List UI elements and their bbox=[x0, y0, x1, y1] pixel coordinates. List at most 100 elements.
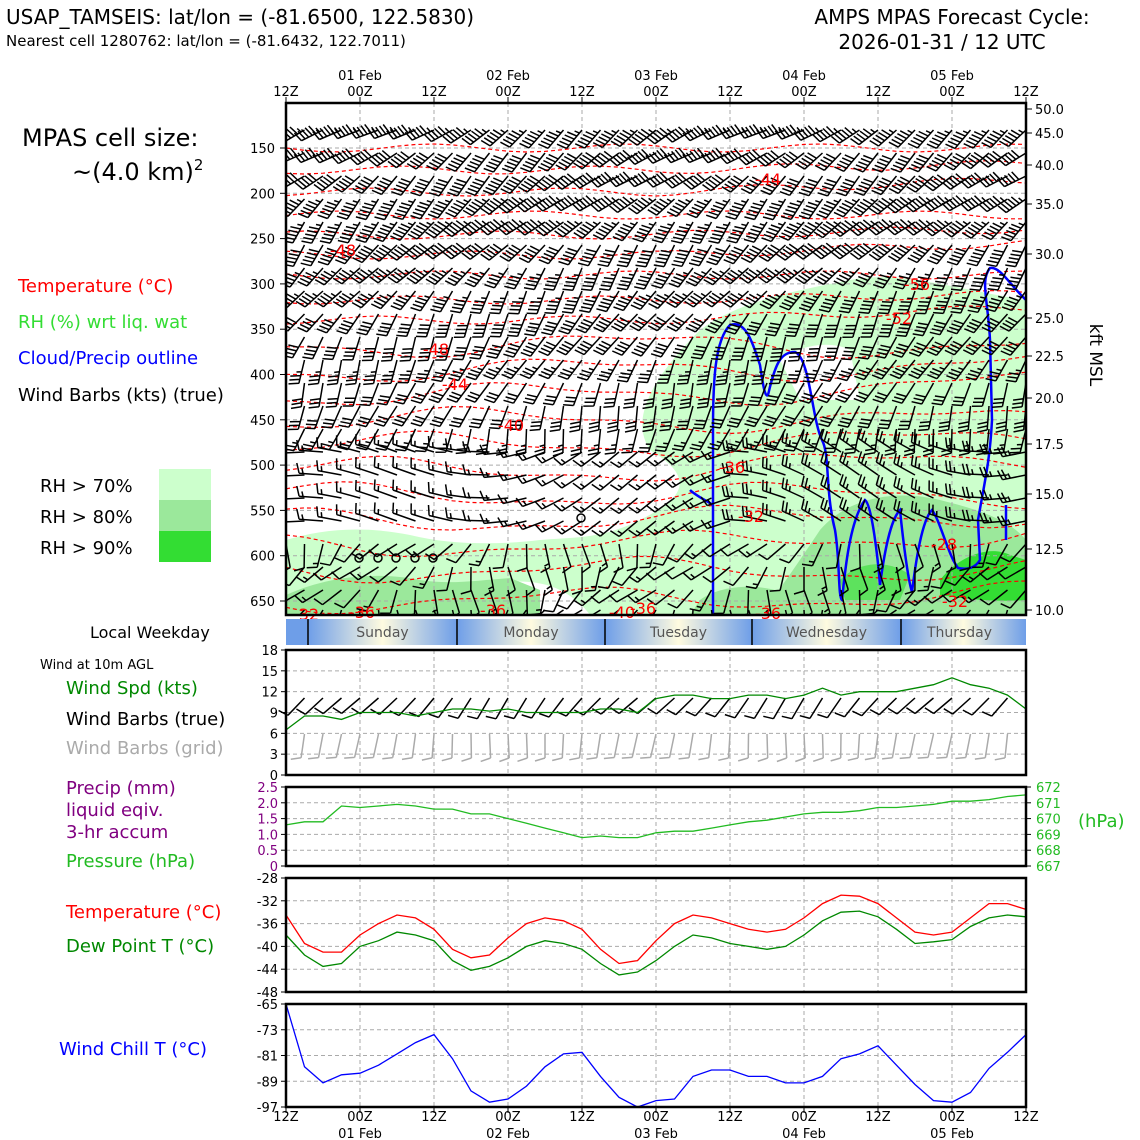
wind-barb bbox=[556, 129, 583, 150]
wind-barb bbox=[390, 290, 417, 311]
panel-y-tick-label: -73 bbox=[257, 1024, 278, 1039]
wind-barb bbox=[572, 520, 601, 537]
wind-barb bbox=[298, 609, 306, 615]
wind-barb bbox=[966, 244, 990, 267]
wind-barb bbox=[686, 198, 713, 219]
wind-barb bbox=[428, 382, 454, 404]
contour-label: -40 bbox=[609, 603, 635, 622]
wind-barb bbox=[332, 267, 361, 285]
wind-barb bbox=[319, 543, 343, 566]
surface-wind-barb bbox=[962, 697, 990, 716]
panel-y-tick-label: 1.0 bbox=[257, 828, 278, 843]
wind-barb bbox=[563, 382, 583, 407]
wind-barb bbox=[325, 382, 343, 408]
surface-grid-wind-barb bbox=[955, 733, 972, 760]
wind-barb bbox=[721, 175, 750, 193]
wind-barb bbox=[322, 336, 343, 361]
panel-y-tick-label: 9 bbox=[270, 707, 278, 722]
wind-barb bbox=[758, 543, 786, 561]
bottom-date-label: 03 Feb bbox=[634, 1127, 678, 1140]
wind-barb bbox=[905, 609, 934, 615]
surface-grid-wind-barb bbox=[994, 733, 1009, 761]
wind-barb bbox=[979, 443, 1008, 455]
bottom-date-label: 05 Feb bbox=[930, 1127, 974, 1140]
wind-barb bbox=[462, 487, 490, 499]
wind-barb bbox=[904, 219, 934, 236]
precip-circle bbox=[410, 553, 420, 563]
panel-frame bbox=[284, 876, 1028, 994]
pressure-right-tick-label: 672 bbox=[1036, 781, 1061, 796]
temperature-contour bbox=[286, 504, 1026, 531]
wind-barb bbox=[316, 483, 342, 499]
wind-barb bbox=[653, 244, 676, 268]
wind-barb bbox=[553, 474, 583, 489]
wind-barb bbox=[335, 244, 361, 265]
wind-barb bbox=[428, 175, 454, 197]
wind-barb bbox=[286, 451, 305, 454]
wind-barb bbox=[647, 198, 676, 216]
surface-grid-wind-barb bbox=[621, 733, 639, 759]
wind-barb bbox=[666, 290, 694, 309]
wind-barb bbox=[701, 543, 731, 558]
wind-barb bbox=[702, 290, 731, 308]
temperature-contour bbox=[286, 335, 1026, 359]
panel-y-tick-label: 0 bbox=[270, 860, 278, 875]
wind-barb bbox=[741, 436, 768, 453]
wind-speed-legend: Wind Spd (kts) bbox=[66, 678, 198, 699]
wind-barb bbox=[875, 428, 897, 453]
wind-barb bbox=[907, 129, 935, 149]
wind-barb bbox=[851, 198, 879, 217]
pressure-line bbox=[285, 794, 1027, 839]
contour-label: -36 bbox=[349, 603, 375, 622]
wind-barb bbox=[286, 428, 306, 452]
wind-barb bbox=[872, 382, 898, 404]
wind-barb bbox=[654, 428, 676, 452]
wind-barb bbox=[957, 405, 972, 433]
pressure-legend: Pressure (hPa) bbox=[66, 851, 195, 872]
legend-rh70-swatch bbox=[159, 469, 211, 500]
wind-barb bbox=[367, 124, 398, 140]
precip-circle bbox=[391, 553, 401, 563]
wind-barb bbox=[543, 566, 554, 597]
wind-barb bbox=[522, 382, 546, 405]
pressure-right-tick-label: 668 bbox=[1036, 844, 1061, 859]
wind-barb bbox=[435, 336, 454, 361]
wind-barb bbox=[484, 566, 495, 597]
wind-barb bbox=[781, 454, 805, 476]
station-title: USAP_TAMSEIS: lat/lon = (-81.6500, 122.5… bbox=[6, 5, 474, 29]
wind-barb bbox=[628, 451, 657, 468]
wind-barb bbox=[515, 451, 546, 462]
wind-barb bbox=[741, 505, 768, 522]
wind-barb bbox=[664, 474, 694, 489]
panel-y-tick-label: 3 bbox=[270, 748, 278, 763]
wind-barb bbox=[349, 566, 379, 581]
wind-barb bbox=[461, 242, 490, 260]
wind-barb bbox=[1001, 290, 1026, 312]
legend-rh70: RH > 70% bbox=[40, 476, 133, 497]
wind-barb bbox=[286, 290, 306, 309]
wind-barb bbox=[446, 543, 472, 564]
wind-barb bbox=[518, 244, 546, 264]
pressure-tick-label: 500 bbox=[250, 459, 275, 474]
wind-barb bbox=[795, 152, 824, 170]
wind-barb bbox=[543, 267, 565, 291]
pressure-axis: 150 200 250 300 350 400 450 500 550 600 650 bbox=[250, 142, 286, 610]
wind-barb bbox=[375, 428, 398, 451]
wind-barb bbox=[526, 290, 546, 315]
wind-barb bbox=[509, 405, 528, 430]
wind-barb bbox=[523, 267, 546, 291]
wind-barb bbox=[307, 359, 324, 386]
wind-barb bbox=[702, 174, 731, 192]
wind-barb bbox=[906, 589, 934, 607]
wind-barb bbox=[788, 336, 805, 362]
height-tick-label: 50.0 bbox=[1035, 103, 1064, 118]
wind-barb bbox=[908, 359, 935, 380]
wind-barb bbox=[928, 457, 953, 476]
wind-barb bbox=[760, 175, 787, 196]
wind-barb bbox=[525, 566, 536, 597]
contour-label: -56 bbox=[904, 275, 930, 294]
wind-barb bbox=[961, 463, 990, 476]
wind-barb bbox=[483, 382, 509, 404]
height-tick-label: 40.0 bbox=[1035, 159, 1064, 174]
wind-barb bbox=[370, 244, 398, 262]
